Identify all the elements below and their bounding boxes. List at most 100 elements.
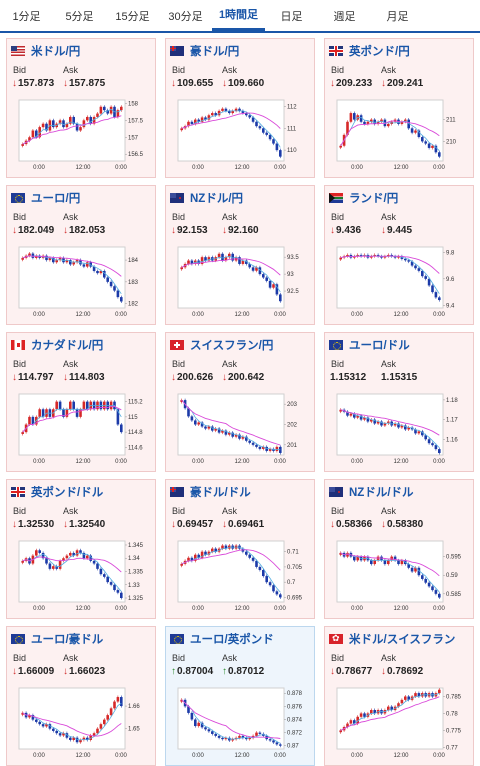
x-tick-label: 0:00 xyxy=(115,165,127,171)
tab-4[interactable]: 1時間足 xyxy=(212,0,265,31)
pair-name[interactable]: カナダドル/円 xyxy=(31,340,104,352)
candle xyxy=(62,733,65,736)
pair-name[interactable]: 米ドル/スイスフラン xyxy=(349,634,456,646)
x-tick-label: 0:00 xyxy=(433,312,445,318)
candle xyxy=(217,428,221,433)
rate-card[interactable]: ユーロ/円 Bid Ask ↓182.049 ↓182.053 182 183 18… xyxy=(6,185,156,325)
chart-svg: 92.5 93 93.5 0:00 12:00 0:00 xyxy=(177,246,299,318)
arrow-down-icon: ↓ xyxy=(171,519,176,530)
ask-price: ↓182.053 xyxy=(63,225,105,236)
pair-name[interactable]: スイスフラン/円 xyxy=(190,340,274,352)
candle xyxy=(65,123,69,128)
bid-price: ↓92.153 xyxy=(171,225,208,236)
pair-name[interactable]: ユーロ/ドル xyxy=(349,340,410,352)
rate-card[interactable]: スイスフラン/円 Bid Ask ↓200.626 ↓200.642 201 20… xyxy=(165,332,315,472)
tab-5[interactable]: 日足 xyxy=(280,10,303,23)
price-chart[interactable]: 1.16 1.17 1.18 0:00 12:00 0:00 xyxy=(331,391,469,467)
price-chart[interactable]: 1.65 1.66 0:00 12:00 0:00 xyxy=(13,685,151,761)
y-tick-label: 157.5 xyxy=(128,118,144,124)
tab-2[interactable]: 15分足 xyxy=(115,10,150,23)
candle xyxy=(275,143,279,151)
candle xyxy=(366,121,370,124)
tab-1[interactable]: 5分足 xyxy=(65,10,94,23)
y-tick-label: 157 xyxy=(128,135,139,141)
candle xyxy=(99,270,103,274)
pair-name[interactable]: 米ドル/円 xyxy=(31,46,81,58)
y-tick-label: 0.874 xyxy=(287,717,303,723)
chart-svg: 0.585 0.59 0.595 0:00 12:00 0:00 xyxy=(336,540,462,612)
rate-card[interactable]: ユーロ/ドル Bid Ask 1.15312 1.15315 1.16 1.17 1… xyxy=(324,332,474,472)
candle xyxy=(79,550,82,553)
price-chart[interactable]: 92.5 93 93.5 0:00 12:00 0:00 xyxy=(172,244,310,320)
price-chart[interactable]: 0.585 0.59 0.595 0:00 12:00 0:00 xyxy=(331,538,469,614)
price-chart[interactable]: 156.5 157 157.5 158 0:00 12:00 0:00 xyxy=(13,97,151,173)
rate-card[interactable]: 豪ドル/円 Bid Ask ↓109.655 ↓109.660 110 111 11… xyxy=(165,38,315,178)
candle xyxy=(255,444,258,447)
candle xyxy=(387,254,390,257)
candle xyxy=(245,436,248,441)
candle xyxy=(431,443,434,446)
price-chart[interactable]: 210 211 0:00 12:00 0:00 xyxy=(331,97,469,173)
price-chart[interactable]: 9.4 9.6 9.8 0:00 12:00 0:00 xyxy=(331,244,469,320)
tab-7[interactable]: 月足 xyxy=(386,10,409,23)
rate-card[interactable]: NZドル/円 Bid Ask ↓92.153 ↓92.160 92.5 93 93.… xyxy=(165,185,315,325)
price-chart[interactable]: 0.87 0.872 0.874 0.876 0.878 0:00 12:00 0:00 xyxy=(172,685,310,761)
pair-name[interactable]: 豪ドル/ドル xyxy=(190,487,251,499)
pair-name[interactable]: NZドル/円 xyxy=(190,193,244,205)
rate-card[interactable]: カナダドル/円 Bid Ask ↓114.797 ↓114.803 114.6 1… xyxy=(6,332,156,472)
x-tick-label: 0:00 xyxy=(192,165,204,171)
eu-flag-icon xyxy=(11,193,25,203)
tab-3[interactable]: 30分足 xyxy=(168,10,203,23)
price-chart[interactable]: 114.6 114.8 115 115.2 0:00 12:00 0:00 xyxy=(13,391,151,467)
pair-name[interactable]: NZドル/ドル xyxy=(349,487,414,499)
candle xyxy=(38,127,41,138)
rate-card[interactable]: ユーロ/豪ドル Bid Ask ↓1.66009 ↓1.66023 1.65 1.… xyxy=(6,626,156,766)
price-chart[interactable]: 201 202 203 0:00 12:00 0:00 xyxy=(172,391,310,467)
candle xyxy=(224,108,228,111)
rate-card[interactable]: 英ポンド/ドル Bid Ask ↓1.32530 ↓1.32540 1.325 1… xyxy=(6,479,156,619)
pair-name[interactable]: ユーロ/円 xyxy=(31,193,81,205)
pair-name[interactable]: ランド/円 xyxy=(349,193,399,205)
candle xyxy=(62,257,65,263)
candle xyxy=(99,568,103,575)
candle xyxy=(224,257,228,261)
candle xyxy=(353,113,356,120)
pair-name[interactable]: 豪ドル/円 xyxy=(190,46,240,58)
price-chart[interactable]: 1.325 1.33 1.335 1.34 1.345 0:00 12:00 0:00 xyxy=(13,538,151,614)
ask-price: ↓0.58380 xyxy=(381,519,423,530)
pair-name[interactable]: ユーロ/英ポンド xyxy=(190,634,274,646)
candle xyxy=(58,401,62,410)
tab-6[interactable]: 週足 xyxy=(333,10,356,23)
price-chart[interactable]: 110 111 112 0:00 12:00 0:00 xyxy=(172,97,310,173)
candle xyxy=(190,416,194,421)
rate-card[interactable]: ランド/円 Bid Ask ↓9.436 ↓9.445 9.4 9.6 9.8 0:0… xyxy=(324,185,474,325)
chart-svg: 0.695 0.7 0.705 0.71 0:00 12:00 0:00 xyxy=(177,540,303,612)
bid-price: ↓114.797 xyxy=(12,372,54,383)
rate-card[interactable]: 米ドル/円 Bid Ask ↓157.873 ↓157.875 156.5 157… xyxy=(6,38,156,178)
pair-name[interactable]: 英ポンド/円 xyxy=(349,46,410,58)
bid-value: 1.32530 xyxy=(18,519,55,530)
price-chart[interactable]: 182 183 184 0:00 12:00 0:00 xyxy=(13,244,151,320)
price-chart[interactable]: 0.695 0.7 0.705 0.71 0:00 12:00 0:00 xyxy=(172,538,310,614)
candle xyxy=(421,270,424,277)
y-tick-label: 92.5 xyxy=(287,289,299,295)
price-chart[interactable]: 0.77 0.775 0.78 0.785 0:00 12:00 0:00 xyxy=(331,685,469,761)
pair-name[interactable]: ユーロ/豪ドル xyxy=(31,634,104,646)
bid-label: Bid xyxy=(13,506,27,516)
candle xyxy=(387,421,390,424)
rate-card[interactable]: NZドル/ドル Bid Ask ↓0.58366 ↓0.58380 0.585 0… xyxy=(324,479,474,619)
rate-card[interactable]: 豪ドル/ドル Bid Ask ↓0.69457 ↓0.69461 0.695 0.… xyxy=(165,479,315,619)
candle xyxy=(86,737,89,740)
rate-card[interactable]: ユーロ/英ポンド Bid Ask ↑0.87004 ↑0.87012 0.87 0… xyxy=(165,626,315,766)
pair-name[interactable]: 英ポンド/ドル xyxy=(31,487,104,499)
tab-0[interactable]: 1分足 xyxy=(12,10,41,23)
candle xyxy=(96,270,99,274)
rate-card[interactable]: 英ポンド/円 Bid Ask ↓209.233 ↓209.241 210 211 0… xyxy=(324,38,474,178)
candle xyxy=(62,409,65,417)
rate-card[interactable]: 米ドル/スイスフラン Bid Ask ↓0.78677 ↓0.78692 0.7… xyxy=(324,626,474,766)
x-tick-label: 12:00 xyxy=(393,312,409,318)
y-tick-label: 201 xyxy=(287,443,298,449)
bid-value: 0.58366 xyxy=(336,519,373,530)
candle xyxy=(207,426,211,429)
ask-value: 1.15315 xyxy=(381,372,418,383)
